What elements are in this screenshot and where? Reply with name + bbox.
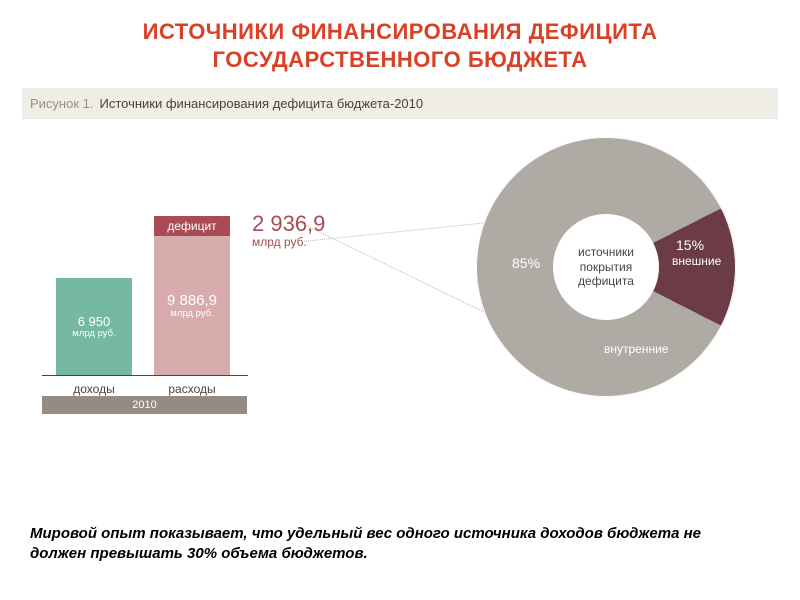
donut-chart: источникипокрытиядефицита 85% внутренние… — [476, 137, 736, 397]
bar-baseline — [42, 375, 248, 376]
bar-deficit-cap-label: дефицит — [167, 219, 216, 233]
year-bar: 2010 — [42, 396, 247, 414]
bar-expense: 9 886,9 млрд руб. расходы — [154, 236, 230, 376]
figure-caption-bar: Рисунок 1. Источники финансирования дефи… — [22, 88, 778, 118]
bar-deficit-cap: дефицит — [154, 216, 230, 236]
donut-hole: источникипокрытиядефицита — [553, 214, 659, 320]
deficit-unit: млрд руб. — [252, 235, 325, 249]
donut-external-label: внешние — [672, 255, 721, 269]
bar-income-label: доходы — [56, 376, 132, 396]
bar-expense-unit: млрд руб. — [170, 309, 213, 319]
bar-chart: 6 950 млрд руб. доходы 9 886,9 млрд руб.… — [50, 166, 240, 376]
figure-caption-text: Источники финансирования дефицита бюджет… — [99, 96, 423, 111]
bar-income: 6 950 млрд руб. доходы — [56, 278, 132, 376]
title-line-1: ИСТОЧНИКИ ФИНАНСИРОВАНИЯ ДЕФИЦИТА — [22, 18, 778, 46]
year-label: 2010 — [132, 399, 156, 411]
figure-caption-prefix: Рисунок 1. — [30, 96, 93, 111]
bar-expense-value: 9 886,9 — [167, 292, 217, 309]
bar-income-value: 6 950 — [78, 315, 111, 329]
donut-internal-label: внутренние — [604, 343, 668, 357]
deficit-callout: 2 936,9 млрд руб. — [252, 213, 325, 249]
deficit-value: 2 936,9 — [252, 213, 325, 235]
footer-note: Мировой опыт показывает, что удельный ве… — [30, 524, 760, 565]
donut-center-label: источникипокрытиядефицита — [578, 245, 634, 288]
title-line-2: ГОСУДАРСТВЕННОГО БЮДЖЕТА — [22, 46, 778, 74]
figure-body: 6 950 млрд руб. доходы 9 886,9 млрд руб.… — [22, 118, 778, 428]
connector-line-top — [302, 223, 484, 312]
main-title: ИСТОЧНИКИ ФИНАНСИРОВАНИЯ ДЕФИЦИТА ГОСУДА… — [22, 18, 778, 73]
bar-expense-label: расходы — [154, 376, 230, 396]
connector-line-bottom — [302, 223, 484, 242]
donut-internal-percent: 85% — [512, 255, 540, 271]
donut-external-percent: 15% — [676, 237, 704, 253]
bar-income-unit: млрд руб. — [72, 329, 115, 339]
figure-block: Рисунок 1. Источники финансирования дефи… — [22, 87, 778, 427]
